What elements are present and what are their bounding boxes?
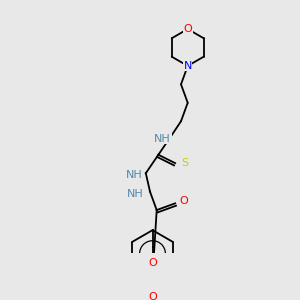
Text: N: N [184,61,192,71]
Text: NH: NH [154,134,171,144]
Text: O: O [148,258,157,268]
Text: NH: NH [126,170,142,180]
Text: S: S [182,158,189,168]
Text: NH: NH [127,189,143,199]
Text: O: O [148,292,157,300]
Text: O: O [179,196,188,206]
Text: O: O [183,24,192,34]
